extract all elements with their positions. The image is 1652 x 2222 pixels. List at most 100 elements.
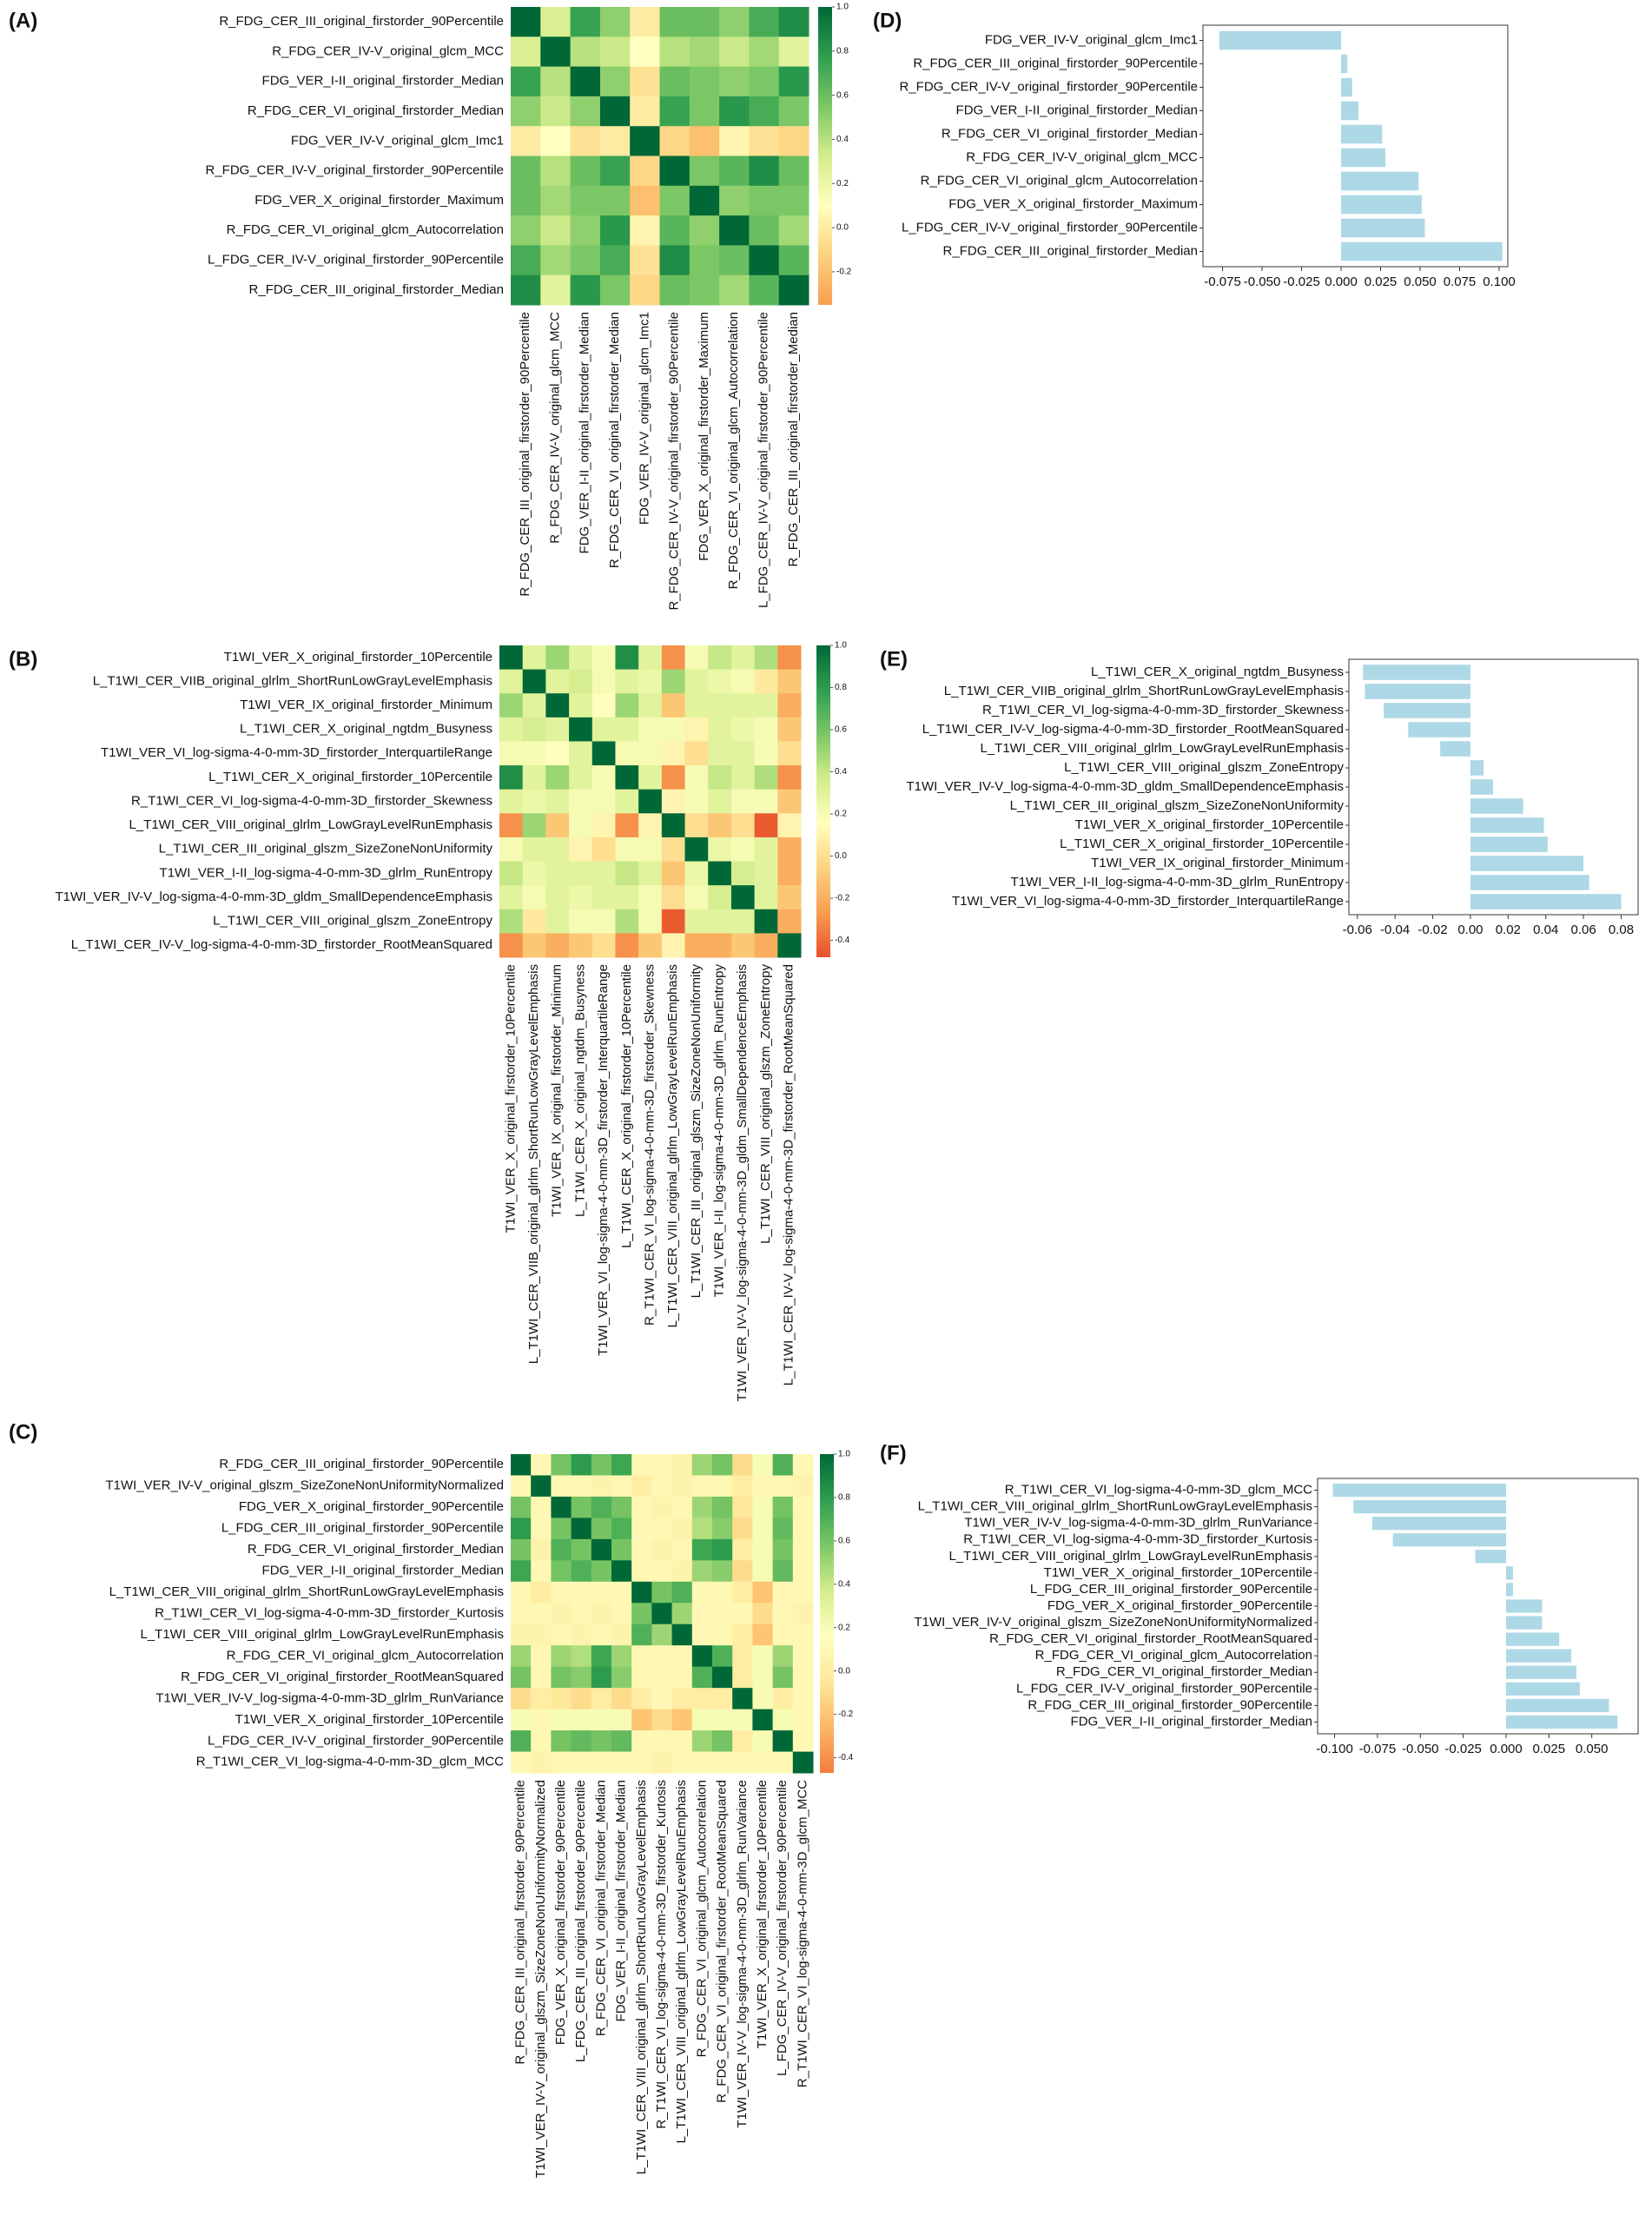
y-tick-label: L_T1WI_CER_X_original_ngtdm_Busyness (1091, 665, 1344, 679)
heatmap-cell (591, 837, 616, 863)
heatmap-cell (689, 185, 720, 216)
heatmap-cell (631, 1454, 652, 1476)
heatmap-cell (752, 1475, 774, 1498)
heatmap-cell (730, 885, 756, 910)
y-tick-label: L_T1WI_CER_X_original_ngtdm_Busyness (240, 722, 492, 737)
heatmap-cell (661, 933, 686, 958)
heatmap-cell (540, 7, 572, 37)
heatmap-cell (708, 765, 732, 790)
bar (1392, 1533, 1506, 1547)
heatmap-cell (777, 885, 802, 910)
bar (1470, 856, 1584, 871)
heatmap-cell (522, 933, 546, 958)
y-tick-label: T1WI_VER_X_original_firstorder_10Percent… (1075, 817, 1344, 832)
heatmap-cell (712, 1751, 733, 1774)
heatmap-cell (569, 837, 593, 863)
heatmap-cell (659, 126, 691, 156)
heatmap-cell (778, 274, 809, 306)
heatmap-cell (615, 765, 639, 790)
heatmap-cell (591, 1581, 612, 1604)
panel-label: (C) (9, 1420, 37, 1444)
heatmap-cell (684, 741, 709, 766)
heatmap-cell (712, 1624, 733, 1646)
heatmap-cell (531, 1688, 552, 1710)
heatmap-cell (732, 1581, 753, 1604)
heatmap-cell (651, 1560, 673, 1583)
heatmap-cell (661, 837, 686, 863)
heatmap-cell (772, 1666, 794, 1689)
heatmap-cell (545, 909, 570, 934)
heatmap-cell (778, 7, 809, 37)
y-tick-label: L_FDG_CER_IV-V_original_firstorder_90Per… (208, 1733, 504, 1748)
heatmap-cell (661, 813, 686, 838)
heatmap-cell (540, 215, 572, 246)
heatmap-cell (638, 861, 663, 886)
heatmap-cell (499, 741, 524, 766)
heatmap-cell (591, 1666, 612, 1689)
x-tick-label: T1WI_VER_IV-V_log-sigma-4-0-mm-3D_glrlm_… (735, 1780, 750, 2128)
heatmap-cell (691, 1624, 713, 1646)
heatmap-cell (730, 669, 756, 694)
heatmap-cell (599, 185, 631, 216)
y-tick-label: L_FDG_CER_III_original_firstorder_90Perc… (1030, 1582, 1312, 1597)
heatmap-cell (691, 1538, 713, 1561)
heatmap-cell (570, 245, 601, 276)
heatmap-cell (719, 36, 750, 68)
x-tick-label: FDG_VER_I-II_original_firstorder_Median (578, 312, 592, 553)
heatmap-cell (551, 1666, 572, 1689)
heatmap-cell (712, 1538, 733, 1561)
heatmap-cell (499, 789, 524, 814)
heatmap-cell (689, 7, 720, 37)
heatmap-cell (772, 1688, 794, 1710)
heatmap-cell (792, 1688, 814, 1710)
heatmap-cell (712, 1581, 733, 1604)
heatmap-cell (522, 789, 546, 814)
heatmap-cell (712, 1603, 733, 1625)
bar (1505, 1599, 1543, 1613)
heatmap-cell (615, 717, 639, 742)
heatmap-cell (712, 1645, 733, 1668)
heatmap-cell (661, 693, 686, 718)
heatmap-cell (772, 1454, 794, 1476)
x-tick-label: R_FDG_CER_IV-V_original_glcm_MCC (547, 312, 562, 544)
heatmap-cell (630, 245, 660, 276)
heatmap-cell (531, 1518, 552, 1540)
x-tick-label: FDG_VER_IV-V_original_glcm_Imc1 (637, 312, 651, 525)
heatmap-cell (691, 1603, 713, 1625)
heatmap-cell (540, 245, 572, 276)
x-tick-label: -0.075 (1359, 1742, 1397, 1756)
x-tick-label: 0.02 (1496, 923, 1521, 937)
heatmap-cell (708, 645, 732, 671)
heatmap-cell (684, 717, 709, 742)
heatmap-cell (661, 741, 686, 766)
heatmap-cell (511, 1645, 532, 1668)
heatmap-cell (671, 1624, 693, 1646)
heatmap-cell (545, 933, 570, 958)
y-tick-label: L_FDG_CER_IV-V_original_firstorder_90Per… (208, 253, 504, 268)
heatmap-cell (631, 1538, 652, 1561)
heatmap-cell (631, 1624, 652, 1646)
x-tick-label: R_T1WI_CER_VI_log-sigma-4-0-mm-3D_firsto… (642, 964, 657, 1326)
bar (1341, 77, 1352, 97)
heatmap-cell (638, 765, 663, 790)
heatmap-cell (511, 1751, 532, 1774)
heatmap-cell (708, 669, 732, 694)
y-tick-label: L_FDG_CER_III_original_firstorder_90Perc… (221, 1521, 504, 1536)
heatmap-cell (522, 909, 546, 934)
x-tick-label: R_FDG_CER_VI_original_firstorder_RootMea… (715, 1780, 730, 2103)
colorbar-tick-label: 0.2 (836, 179, 849, 188)
heatmap-cell (522, 861, 546, 886)
heatmap-cell (708, 717, 732, 742)
bar (1470, 817, 1544, 833)
heatmap-cell (545, 717, 570, 742)
heatmap-cell (551, 1454, 572, 1476)
heatmap-cell (511, 1709, 532, 1731)
heatmap-cell (631, 1560, 652, 1583)
heatmap-cell (591, 861, 616, 886)
x-tick-label: 0.100 (1483, 274, 1516, 289)
heatmap-cell (630, 185, 660, 216)
heatmap-cell (732, 1475, 753, 1498)
heatmap-cell (712, 1454, 733, 1476)
heatmap-cell (691, 1751, 713, 1774)
